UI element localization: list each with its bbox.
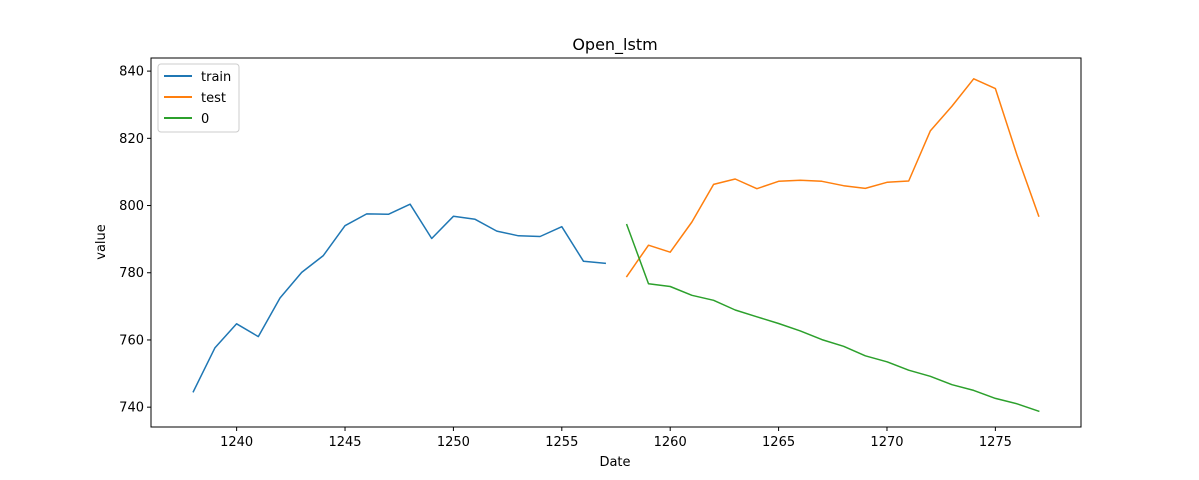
y-axis: 740 760 780 800 820 840 bbox=[119, 65, 151, 416]
x-tick-label: 1260 bbox=[654, 435, 687, 450]
x-tick-label: 1245 bbox=[328, 435, 361, 450]
x-axis: 1240 1245 1250 1255 1260 1265 1270 1275 bbox=[220, 427, 1012, 450]
x-axis-title: Date bbox=[599, 455, 630, 470]
y-tick-label: 740 bbox=[119, 401, 144, 416]
y-tick-label: 780 bbox=[119, 266, 144, 281]
plot-frame bbox=[150, 57, 1082, 428]
y-tick-label: 760 bbox=[119, 333, 144, 348]
legend-label-test: test bbox=[201, 91, 226, 106]
legend-label-train: train bbox=[201, 70, 231, 85]
x-tick-label: 1250 bbox=[437, 435, 470, 450]
series-line-0 bbox=[625, 223, 1040, 413]
plot-lines bbox=[192, 78, 1040, 413]
y-axis-title: value bbox=[94, 224, 109, 260]
series-line-test bbox=[625, 78, 1040, 278]
legend-box bbox=[157, 63, 240, 133]
y-tick-label: 840 bbox=[119, 65, 144, 80]
legend-label-0: 0 bbox=[201, 112, 209, 127]
y-tick-label: 820 bbox=[119, 132, 144, 147]
x-tick-label: 1270 bbox=[870, 435, 903, 450]
y-tick-label: 800 bbox=[119, 199, 144, 214]
series-line-train bbox=[192, 203, 607, 393]
x-tick-label: 1240 bbox=[220, 435, 253, 450]
x-tick-label: 1265 bbox=[762, 435, 795, 450]
x-tick-label: 1255 bbox=[545, 435, 578, 450]
legend: train test 0 bbox=[157, 63, 240, 133]
x-tick-label: 1275 bbox=[979, 435, 1012, 450]
chart-title: Open_lstm bbox=[572, 35, 657, 55]
